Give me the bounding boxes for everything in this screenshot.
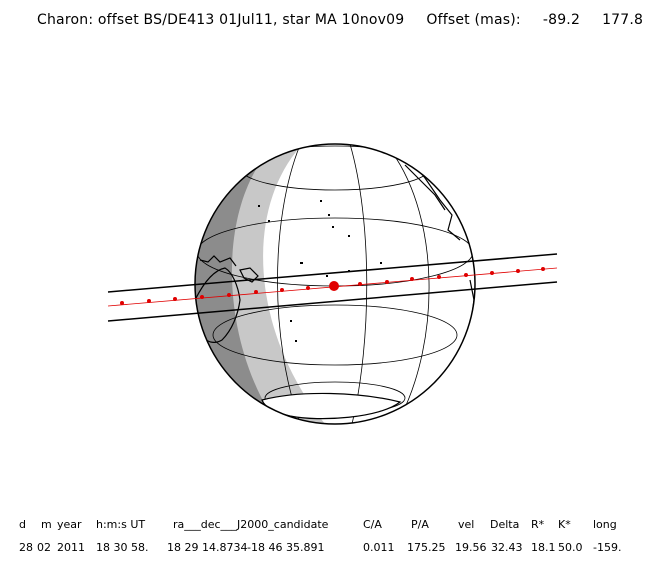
time-markers [120, 267, 545, 305]
value-vel: 19.56 [455, 541, 487, 554]
header-ca: C/A [363, 518, 382, 531]
offset-dec-value: 177.8 [602, 12, 644, 28]
value-dec: -18 46 35.891 [247, 541, 325, 554]
header-kstar: K* [558, 518, 571, 531]
value-delta: 32.43 [491, 541, 523, 554]
chart-title: Charon: offset BS/DE413 01Jul11, star MA… [37, 12, 643, 28]
time-marker [437, 275, 441, 279]
header-radec-candidate: ra___dec___J2000_candidate [173, 518, 329, 531]
value-year: 2011 [57, 541, 85, 554]
header-day: d [19, 518, 26, 531]
time-marker [280, 288, 284, 292]
closest-approach-marker [329, 281, 339, 291]
time-marker [516, 269, 520, 273]
offset-label: Offset (mas): [426, 12, 521, 28]
value-ra: 18 29 14.8734 [167, 541, 248, 554]
shadow-south-limit [107, 281, 558, 322]
time-marker [306, 286, 310, 290]
time-marker [173, 297, 177, 301]
time-marker [410, 277, 414, 281]
time-marker [358, 282, 362, 286]
time-marker [120, 301, 124, 305]
value-month: 02 [37, 541, 51, 554]
header-time-ut: h:m:s UT [96, 518, 146, 531]
header-pa: P/A [411, 518, 429, 531]
header-delta: Delta [490, 518, 520, 531]
header-year: year [57, 518, 82, 531]
offset-ra-value: -89.2 [542, 12, 581, 28]
time-marker [385, 280, 389, 284]
time-marker [147, 299, 151, 303]
value-ca: 0.011 [363, 541, 395, 554]
header-long: long [593, 518, 617, 531]
time-marker [254, 290, 258, 294]
value-long: -159. [593, 541, 622, 554]
value-rstar: 18.1 [531, 541, 556, 554]
value-day: 28 [19, 541, 33, 554]
value-time-ut: 18 30 58. [96, 541, 149, 554]
time-marker [490, 271, 494, 275]
time-marker [227, 293, 231, 297]
time-marker [541, 267, 545, 271]
value-kstar: 50.0 [558, 541, 583, 554]
header-rstar: R* [531, 518, 545, 531]
header-vel: vel [458, 518, 475, 531]
time-marker [200, 295, 204, 299]
time-marker [464, 273, 468, 277]
header-month: m [41, 518, 52, 531]
shadow-north-limit [107, 253, 558, 293]
value-pa: 175.25 [407, 541, 446, 554]
title-text: Charon: offset BS/DE413 01Jul11, star MA… [37, 12, 405, 28]
